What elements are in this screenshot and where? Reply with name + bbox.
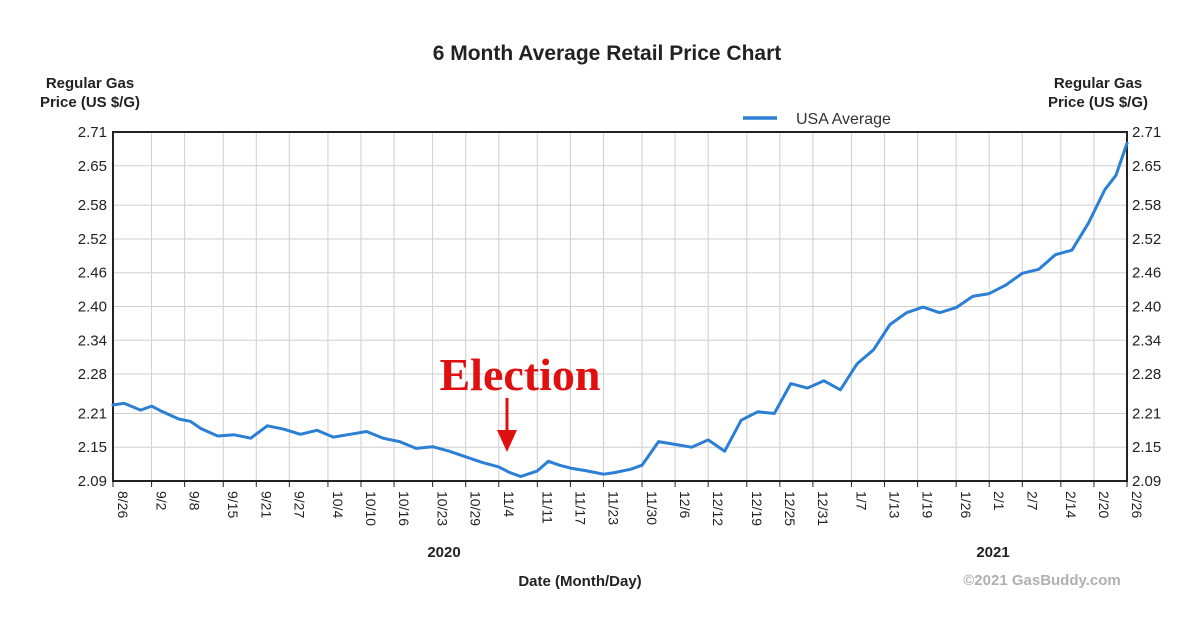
x-tick-label: 10/16: [396, 491, 412, 526]
y-tick-label-right: 2.46: [1132, 265, 1161, 282]
y-tick-label-left: 2.09: [78, 473, 107, 490]
x-tick-label: 2/14: [1063, 491, 1079, 518]
x-tick-label: 10/10: [363, 491, 379, 526]
x-tick-label: 10/4: [330, 491, 346, 518]
credit-text: ©2021 GasBuddy.com: [963, 572, 1121, 589]
annotation-arrow-head: [497, 430, 517, 452]
x-tick-label: 9/2: [154, 491, 170, 511]
year-label-2021: 2021: [976, 544, 1009, 561]
legend: USA Average: [743, 111, 891, 128]
x-tick-label: 9/21: [258, 491, 274, 518]
x-ticks: 8/26 9/2 9/8 9/15 9/21 9/27 10/4 10/10 10/16 10/2…: [112, 481, 1145, 526]
x-tick-label: 12/12: [710, 491, 726, 526]
x-tick-label: 10/29: [468, 491, 484, 526]
y-axis-title-left-line-2: Price (US $/G): [40, 94, 140, 111]
y-tick-label-left: 2.71: [78, 124, 107, 141]
y-tick-label-left: 2.15: [78, 439, 107, 456]
y-tick-label-right: 2.65: [1132, 158, 1161, 175]
x-tick-label: 1/19: [920, 491, 936, 518]
x-tick-label: 9/27: [291, 491, 307, 518]
y-tick-label-right: 2.34: [1132, 332, 1161, 349]
x-tick-label: 12/19: [749, 491, 765, 526]
y-tick-label-right: 2.09: [1132, 473, 1161, 490]
y-tick-label-left: 2.40: [78, 299, 107, 316]
legend-label: USA Average: [796, 111, 891, 128]
annotation-text: Election: [440, 349, 601, 400]
x-tick-label: 12/6: [677, 491, 693, 518]
x-tick-label: 11/4: [501, 491, 517, 517]
chart-title: 6 Month Average Retail Price Chart: [433, 42, 782, 65]
y-tick-label-left: 2.52: [78, 231, 107, 248]
x-tick-label: 1/13: [887, 491, 903, 518]
y-tick-label-left: 2.34: [78, 332, 107, 349]
y-tick-label-right: 2.40: [1132, 299, 1161, 316]
y-tick-label-right: 2.71: [1132, 124, 1161, 141]
x-tick-label: 11/23: [605, 491, 621, 525]
y-tick-label-left: 2.58: [78, 197, 107, 214]
x-tick-label: 12/31: [815, 491, 831, 526]
series-points: [112, 143, 1128, 477]
series-line-usa-average: [111, 141, 1129, 478]
x-tick-label: 1/7: [853, 491, 869, 511]
y-tick-label-right: 2.15: [1132, 439, 1161, 456]
y-axis-title-right-line-2: Price (US $/G): [1048, 94, 1148, 111]
x-tick-label: 11/17: [572, 491, 588, 525]
x-tick-label: 9/8: [187, 491, 203, 511]
y-ticks-right: 2.71 2.65 2.58 2.52 2.46 2.40 2.34 2.28 2.21 2.15…: [1132, 124, 1161, 490]
x-tick-label: 2/1: [991, 491, 1007, 511]
x-tick-label: 9/15: [225, 491, 241, 518]
x-tick-label: 12/25: [782, 491, 798, 526]
x-tick-label: 1/26: [958, 491, 974, 518]
y-tick-label-left: 2.21: [78, 405, 107, 422]
x-tick-label: 11/11: [539, 491, 555, 524]
x-tick-label: 2/20: [1096, 491, 1112, 518]
election-annotation: Election: [440, 349, 601, 452]
plot-frame: [112, 131, 1128, 482]
x-tick-label: 11/30: [644, 491, 660, 525]
x-tick-label: 8/26: [115, 491, 131, 518]
y-tick-label-right: 2.52: [1132, 231, 1161, 248]
y-tick-label-left: 2.65: [78, 158, 107, 175]
y-ticks-left: 2.71 2.65 2.58 2.52 2.46 2.40 2.34 2.28 2.21 2.15…: [78, 124, 107, 490]
x-axis-title: Date (Month/Day): [518, 573, 641, 590]
y-axis-title-right-line-1: Regular Gas: [1054, 75, 1142, 92]
y-tick-label-left: 2.46: [78, 265, 107, 282]
year-label-2020: 2020: [427, 544, 460, 561]
x-tick-label: 2/7: [1024, 491, 1040, 511]
y-axis-title-left-line-1: Regular Gas: [46, 75, 134, 92]
y-tick-label-left: 2.28: [78, 366, 107, 383]
x-tick-label: 2/26: [1129, 491, 1145, 518]
y-tick-label-right: 2.28: [1132, 366, 1161, 383]
y-tick-label-right: 2.21: [1132, 405, 1161, 422]
y-tick-label-right: 2.58: [1132, 197, 1161, 214]
x-tick-label: 10/23: [435, 491, 451, 526]
